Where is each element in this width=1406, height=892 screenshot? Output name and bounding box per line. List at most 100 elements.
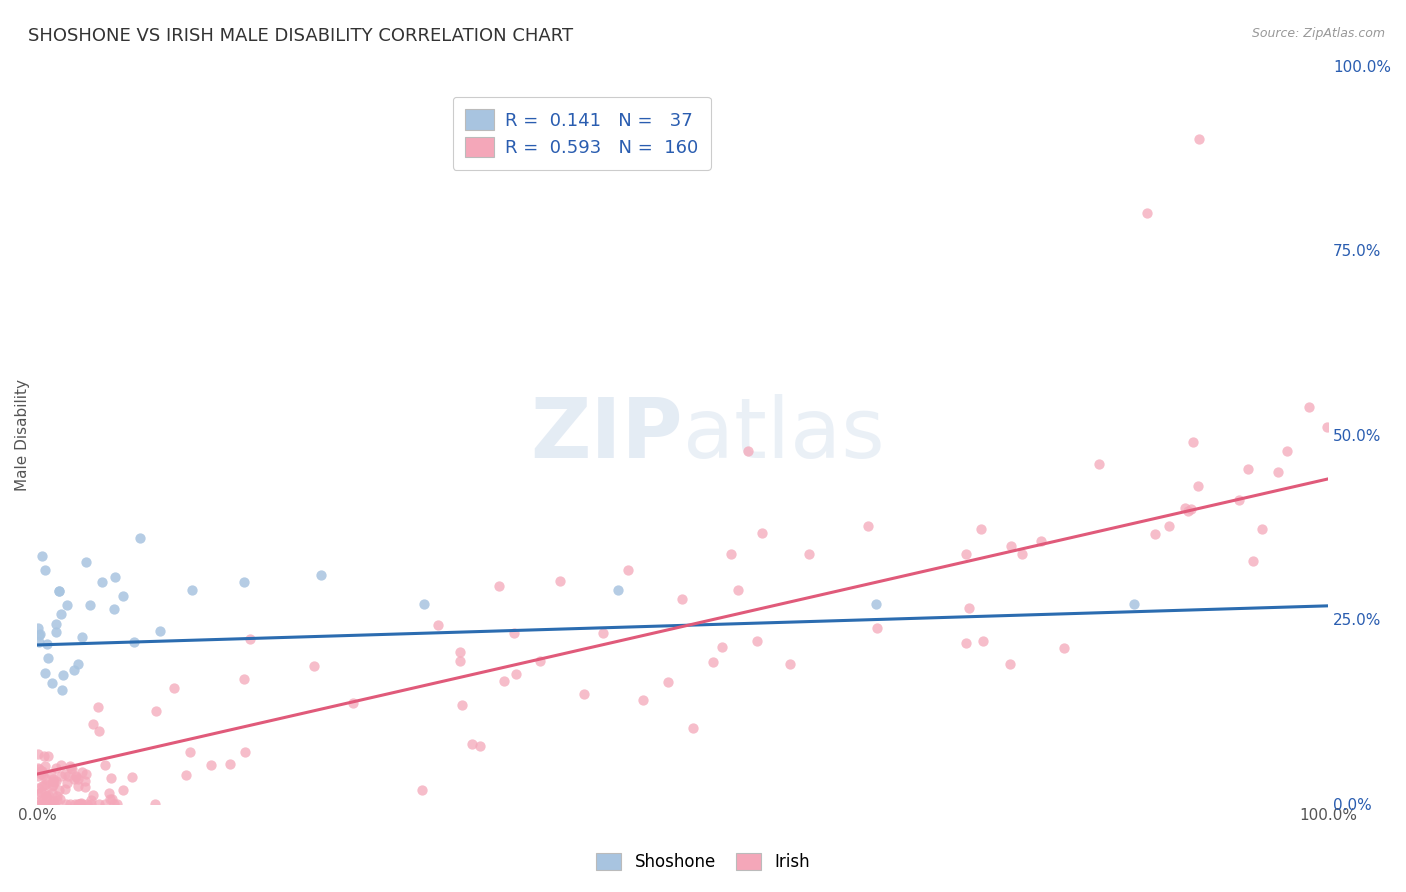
Point — [779, 657, 801, 671]
Point — [79, 599, 101, 613]
Point — [42, 778, 65, 792]
Legend: Shoshone, Irish: Shoshone, Irish — [588, 845, 818, 880]
Point — [32, 797, 55, 811]
Point — [1123, 598, 1146, 612]
Point — [31, 768, 53, 782]
Point — [233, 745, 256, 759]
Point — [411, 783, 433, 797]
Y-axis label: Male Disability: Male Disability — [15, 378, 30, 491]
Point — [39, 797, 62, 811]
Point — [31, 795, 53, 809]
Point — [176, 767, 198, 781]
Point — [1136, 206, 1159, 220]
Point — [42, 772, 65, 786]
Point — [28, 628, 51, 642]
Point — [1227, 493, 1250, 508]
Text: ZIP: ZIP — [530, 394, 682, 475]
Point — [1011, 547, 1033, 561]
Point — [67, 779, 90, 793]
Point — [65, 770, 87, 784]
Point — [218, 756, 240, 771]
Point — [1182, 435, 1205, 450]
Point — [49, 607, 72, 622]
Point — [858, 519, 880, 533]
Point — [67, 657, 90, 672]
Point — [143, 797, 166, 811]
Point — [27, 761, 49, 775]
Point — [413, 598, 436, 612]
Point — [710, 640, 733, 655]
Point — [100, 771, 122, 785]
Point — [103, 570, 125, 584]
Point — [751, 525, 773, 540]
Point — [27, 621, 49, 635]
Point — [607, 582, 630, 597]
Point — [702, 655, 724, 669]
Point — [56, 769, 79, 783]
Point — [60, 762, 83, 776]
Point — [31, 780, 53, 794]
Point — [41, 779, 63, 793]
Point — [70, 796, 93, 810]
Point — [30, 793, 52, 807]
Point — [55, 598, 77, 612]
Point — [45, 773, 67, 788]
Point — [94, 758, 117, 772]
Point — [67, 797, 90, 811]
Point — [145, 704, 167, 718]
Point — [72, 797, 94, 811]
Point — [1188, 132, 1211, 146]
Point — [65, 769, 87, 783]
Point — [745, 633, 768, 648]
Point — [41, 676, 63, 690]
Point — [592, 625, 614, 640]
Point — [488, 579, 510, 593]
Point — [682, 722, 704, 736]
Point — [1157, 519, 1180, 533]
Point — [32, 797, 55, 811]
Point — [86, 699, 108, 714]
Point — [866, 621, 889, 635]
Point — [955, 547, 977, 561]
Point — [48, 782, 70, 797]
Point — [239, 632, 262, 647]
Point — [548, 574, 571, 588]
Point — [505, 667, 527, 681]
Point — [27, 787, 49, 801]
Point — [461, 737, 484, 751]
Point — [1316, 420, 1339, 434]
Point — [48, 584, 70, 599]
Point — [449, 653, 471, 667]
Point — [87, 723, 110, 738]
Point — [94, 797, 117, 811]
Point — [28, 635, 51, 649]
Point — [998, 657, 1021, 671]
Point — [51, 682, 73, 697]
Point — [671, 591, 693, 606]
Point — [30, 767, 52, 781]
Point — [76, 797, 98, 811]
Point — [129, 531, 152, 545]
Point — [1180, 502, 1202, 516]
Point — [48, 583, 70, 598]
Point — [100, 792, 122, 806]
Point — [49, 758, 72, 772]
Point — [35, 637, 58, 651]
Point — [67, 772, 90, 786]
Text: atlas: atlas — [682, 394, 884, 475]
Point — [1250, 522, 1272, 536]
Point — [55, 776, 77, 790]
Point — [30, 785, 52, 799]
Point — [37, 651, 59, 665]
Point — [32, 749, 55, 764]
Point — [1087, 457, 1109, 471]
Point — [720, 547, 742, 561]
Point — [30, 797, 52, 811]
Point — [65, 797, 87, 811]
Point — [53, 781, 76, 796]
Point — [865, 598, 887, 612]
Point — [103, 797, 125, 811]
Point — [39, 797, 62, 811]
Point — [62, 664, 84, 678]
Point — [633, 693, 655, 707]
